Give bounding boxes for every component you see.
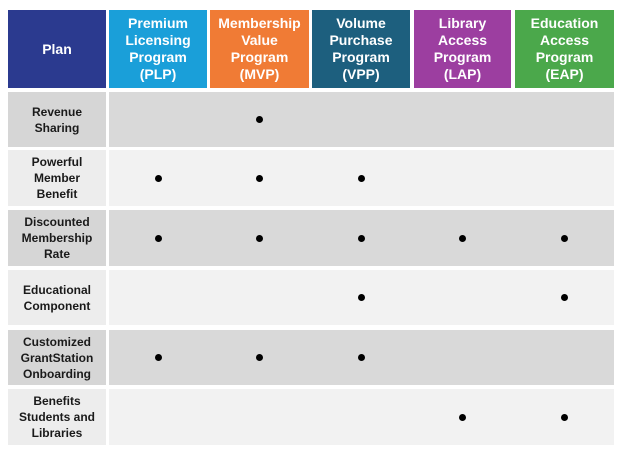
bullet bbox=[256, 354, 263, 361]
row-label: Benefits Students and Libraries bbox=[8, 389, 106, 445]
row-label: Educational Component bbox=[8, 270, 106, 325]
row-label: Powerful Member Benefit bbox=[8, 150, 106, 206]
bullet bbox=[256, 116, 263, 123]
bullet bbox=[459, 234, 466, 242]
row-band bbox=[109, 92, 614, 147]
bullet bbox=[459, 413, 466, 421]
bullet bbox=[357, 294, 365, 301]
column-header: Plan bbox=[8, 10, 106, 88]
column-header: Premium Licensing Program (PLP) bbox=[109, 10, 207, 88]
row-band bbox=[109, 389, 614, 445]
bullet bbox=[561, 294, 568, 301]
bullet bbox=[561, 413, 568, 421]
column-header: Volume Purchase Program (VPP) bbox=[312, 10, 410, 88]
bullet bbox=[154, 234, 162, 242]
row-label: Customized GrantStation Onboarding bbox=[8, 330, 106, 385]
column-header: Membership Value Program (MVP) bbox=[210, 10, 309, 88]
row-label: Revenue Sharing bbox=[8, 92, 106, 147]
bullet bbox=[357, 174, 365, 182]
bullet bbox=[561, 234, 568, 242]
bullet bbox=[256, 174, 263, 182]
bullet bbox=[154, 174, 162, 182]
bullet bbox=[357, 354, 365, 361]
column-header: Education Access Program (EAP) bbox=[515, 10, 614, 88]
column-header: Library Access Program (LAP) bbox=[414, 10, 511, 88]
row-label: Discounted Membership Rate bbox=[8, 210, 106, 266]
bullet bbox=[357, 234, 365, 242]
bullet bbox=[256, 234, 263, 242]
bullet bbox=[154, 354, 162, 361]
